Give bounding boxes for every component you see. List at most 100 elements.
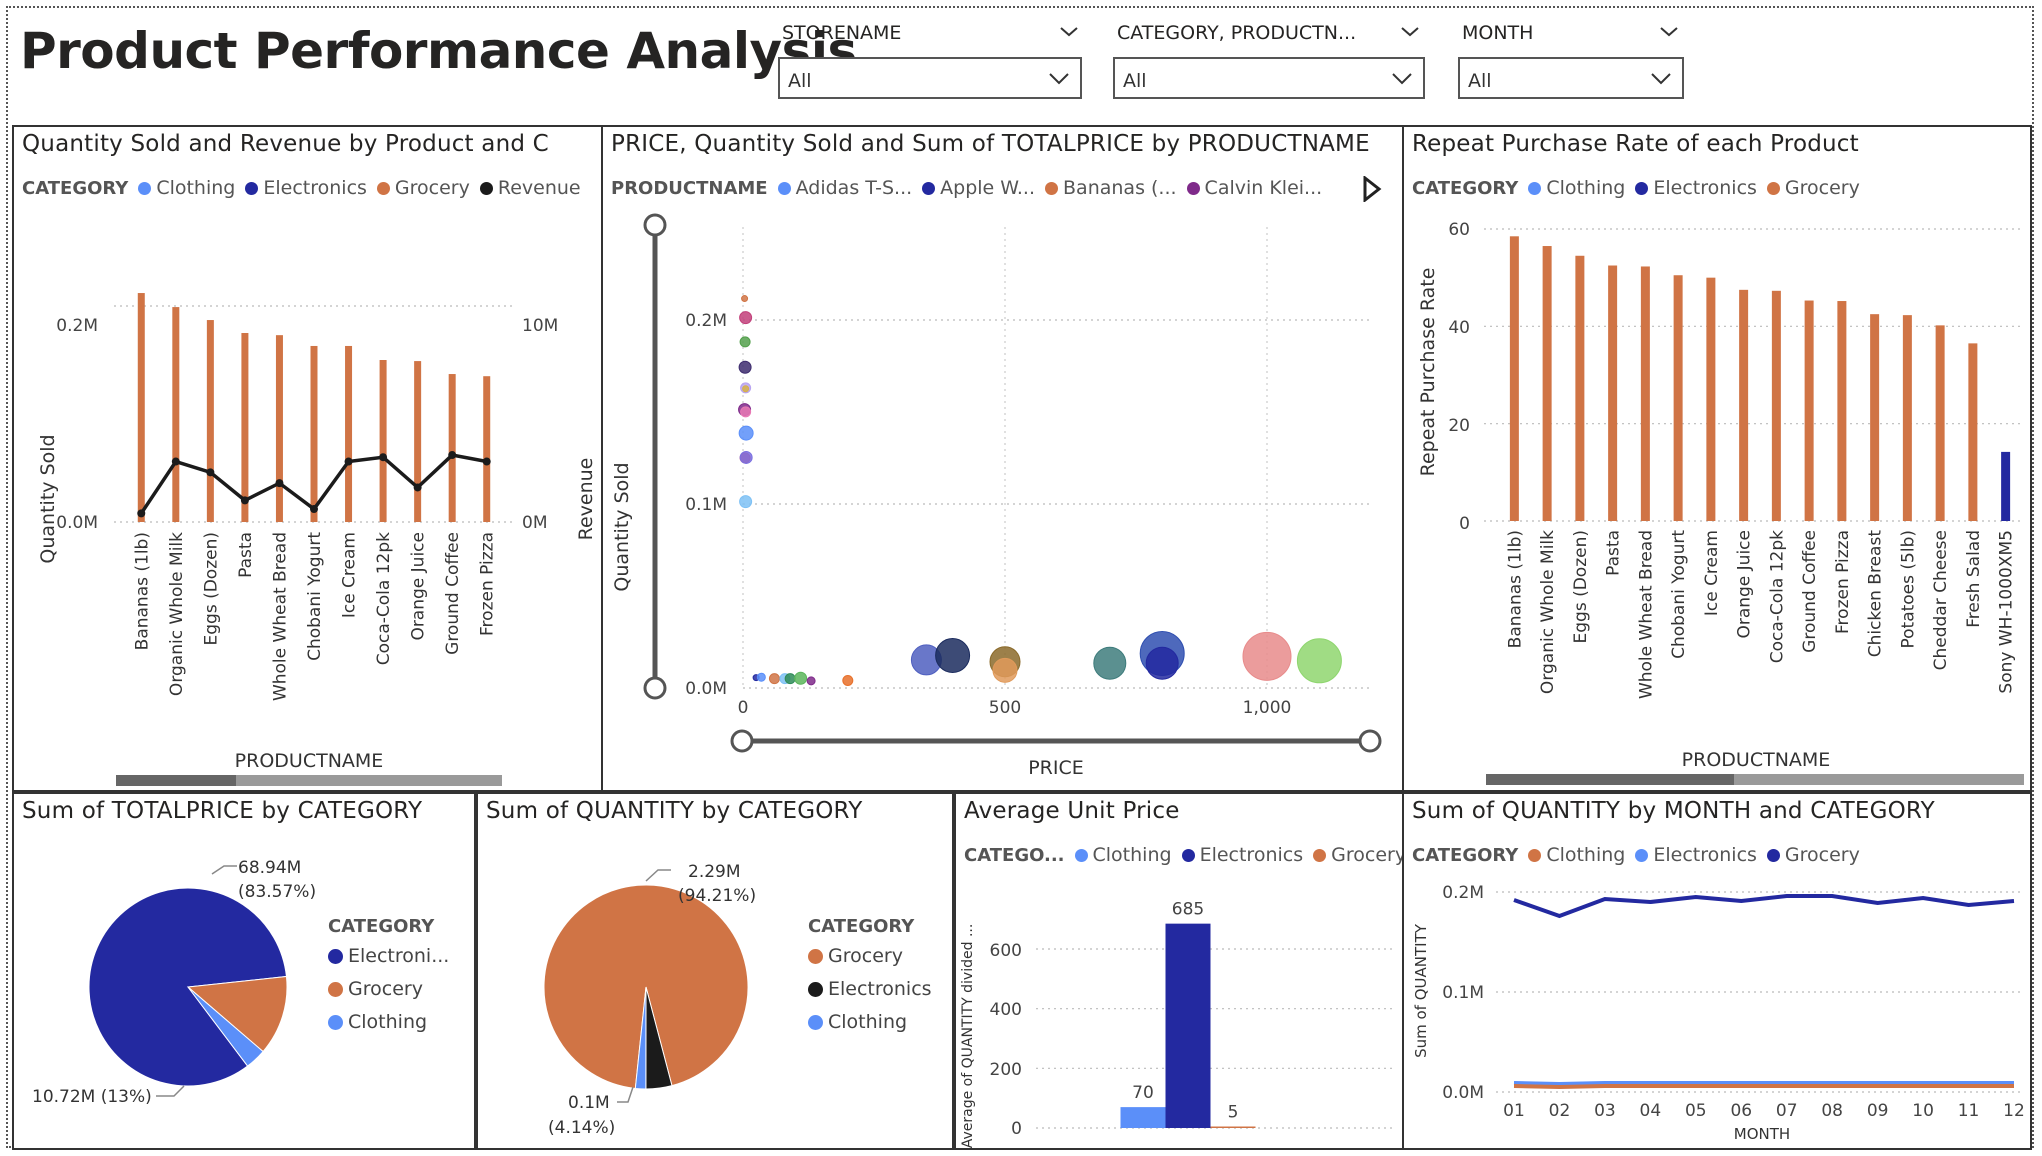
y-tick: 0.1M [685, 495, 727, 515]
legend-label: Grocery [1784, 177, 1860, 199]
y-range-slider-handle[interactable] [643, 213, 667, 237]
legend-item-clothing[interactable]: Clothing [138, 177, 235, 199]
legend-item-bananas[interactable]: Bananas (... [1045, 177, 1177, 199]
legend-item-clothing[interactable]: Clothing [1528, 177, 1625, 199]
y-tick: 600 [990, 941, 1022, 961]
slicer-dropdown[interactable]: All [1458, 57, 1684, 99]
legend-item-clothing[interactable]: Clothing [1528, 844, 1625, 866]
panel-monthly-quantity[interactable]: Sum of QUANTITY by MONTH and CATEGORY CA… [1402, 792, 2032, 1150]
bar [1640, 266, 1650, 521]
legend-label: Electronics [1199, 844, 1304, 866]
legend-next-arrow-icon[interactable] [1362, 176, 1382, 202]
x-tick: 10 [1912, 1101, 1934, 1121]
series-line [1513, 894, 2015, 919]
scatter-point [740, 406, 752, 418]
monthly-quantity-chart[interactable]: Sum of QUANTITY 0.2M 0.1M 0.0M 01 02 03 04 0… [1404, 794, 2030, 1148]
legend-dot [922, 181, 936, 195]
chevron-down-icon[interactable] [1058, 20, 1080, 42]
x-tick: Ground Coffee [1800, 530, 1820, 653]
legend-item-electronics[interactable]: Electronics [1635, 177, 1757, 199]
scrollbar-thumb[interactable] [116, 775, 236, 786]
x-tick: Coca-Cola 12pk [1767, 530, 1787, 663]
scatter-chart[interactable]: Quantity Sold 0.2M 0.1M 0.0M 0 500 1,000… [603, 127, 1402, 790]
legend-item-grocery[interactable]: Grocery [328, 978, 449, 1000]
chevron-down-icon[interactable] [1658, 20, 1680, 42]
y-tick: 0.2M [685, 311, 727, 331]
legend-dot [1181, 848, 1195, 862]
legend-item-adidas[interactable]: Adidas T-S... [777, 177, 912, 199]
legend-item-clothing[interactable]: Clothing [808, 1011, 932, 1033]
panel-title: Repeat Purchase Rate of each Product [1412, 131, 1859, 157]
legend-item-revenue[interactable]: Revenue [479, 177, 581, 199]
scrollbar-thumb[interactable] [1486, 774, 1734, 785]
x-range-slider-handle[interactable] [1358, 729, 1382, 753]
x-tick: Chobani Yogurt [1669, 530, 1689, 659]
data-label: (83.57%) [238, 882, 316, 902]
scatter-point [1093, 646, 1127, 680]
revenue-point [171, 457, 180, 466]
x-tick: 500 [989, 698, 1021, 718]
x-tick: Organic Whole Milk [167, 532, 187, 696]
panel-quantity-revenue[interactable]: Quantity Sold and Revenue by Product and… [12, 125, 603, 792]
panel-totalprice-pie[interactable]: Sum of TOTALPRICE by CATEGORY 68.94M (83… [12, 792, 476, 1150]
x-tick: 08 [1821, 1101, 1843, 1121]
y-tick: 40 [1448, 318, 1470, 338]
legend-dot [1635, 181, 1649, 195]
chevron-down-icon[interactable] [1399, 20, 1421, 42]
legend-item-grocery[interactable]: Grocery [808, 945, 932, 967]
legend-label: Clothing [828, 1011, 908, 1033]
legend-item-grocery[interactable]: Grocery [1313, 844, 1406, 866]
pie-slice [543, 884, 749, 1089]
scrollbar-track[interactable] [1486, 774, 2024, 785]
legend-dot [328, 981, 343, 997]
y-range-slider-handle[interactable] [643, 676, 667, 700]
legend-item-grocery[interactable]: Grocery [1766, 844, 1860, 866]
y-tick: 0.2M [56, 316, 98, 336]
repeat-purchase-chart[interactable]: Repeat Purchase Rate 60 40 20 0 Bananas … [1404, 127, 2030, 790]
y-axis-title: Average of QUANTITY divided ... [960, 924, 976, 1148]
leader-line [617, 1086, 634, 1103]
legend-item-electronics[interactable]: Electronics [1181, 844, 1304, 866]
legend-item-apple[interactable]: Apple W... [922, 177, 1035, 199]
pie-slice [634, 986, 647, 1090]
revenue-point [206, 468, 215, 477]
legend-item-electronics[interactable]: Electroni... [328, 945, 449, 967]
panel-title: Average Unit Price [964, 798, 1180, 824]
scatter-point [738, 425, 754, 441]
panel-title: Sum of QUANTITY by CATEGORY [486, 798, 863, 824]
legend-title: CATEGORY [328, 916, 435, 937]
panel-quantity-pie[interactable]: Sum of QUANTITY by CATEGORY 2.29M (94.21… [476, 792, 954, 1150]
x-range-slider-handle[interactable] [730, 729, 754, 753]
panel-repeat-purchase[interactable]: Repeat Purchase Rate of each Product CAT… [1402, 125, 2032, 792]
panel-price-scatter[interactable]: PRICE, Quantity Sold and Sum of TOTALPRI… [601, 125, 1404, 792]
legend-item-clothing[interactable]: Clothing [328, 1011, 449, 1033]
revenue-point [482, 457, 491, 466]
scrollbar-track[interactable] [116, 775, 502, 786]
combo-chart[interactable]: Quantity Sold Revenue 0.2M 0.0M 10M 0M B… [14, 127, 601, 790]
bar [1120, 1107, 1166, 1128]
slicer-dropdown[interactable]: All [1113, 57, 1425, 99]
legend-item-electronics[interactable]: Electronics [1635, 844, 1757, 866]
panel-average-unit-price[interactable]: Average Unit Price CATEGO... Clothing El… [954, 792, 1406, 1150]
bar [275, 335, 283, 522]
slicer-value: All [1123, 70, 1147, 92]
legend-item-grocery[interactable]: Grocery [1766, 177, 1860, 199]
legend-label: Grocery [1784, 844, 1860, 866]
x-tick: Ice Cream [340, 532, 360, 618]
quantity-pie-chart[interactable]: 2.29M (94.21%) 0.1M (4.14%) [478, 794, 952, 1148]
legend-item-electronics[interactable]: Electronics [808, 978, 932, 1000]
leader-line [211, 865, 237, 875]
slicer-dropdown[interactable]: All [778, 57, 1082, 99]
legend-label: Clothing [1546, 844, 1626, 866]
legend-item-electronics[interactable]: Electronics [245, 177, 367, 199]
legend-dot [808, 948, 823, 964]
scatter-point [742, 385, 750, 393]
legend-item-calvin[interactable]: Calvin Klei... [1186, 177, 1323, 199]
legend-item-grocery[interactable]: Grocery [376, 177, 470, 199]
legend-item-clothing[interactable]: Clothing [1074, 844, 1172, 866]
legend-label: Calvin Klei... [1204, 177, 1323, 199]
average-unit-price-chart[interactable]: Average of QUANTITY divided ... 600 400 … [956, 794, 1402, 1148]
bar [1804, 300, 1814, 521]
totalprice-pie-chart[interactable]: 68.94M (83.57%) 10.72M (13%) [14, 794, 474, 1148]
legend-dot [1528, 181, 1542, 195]
